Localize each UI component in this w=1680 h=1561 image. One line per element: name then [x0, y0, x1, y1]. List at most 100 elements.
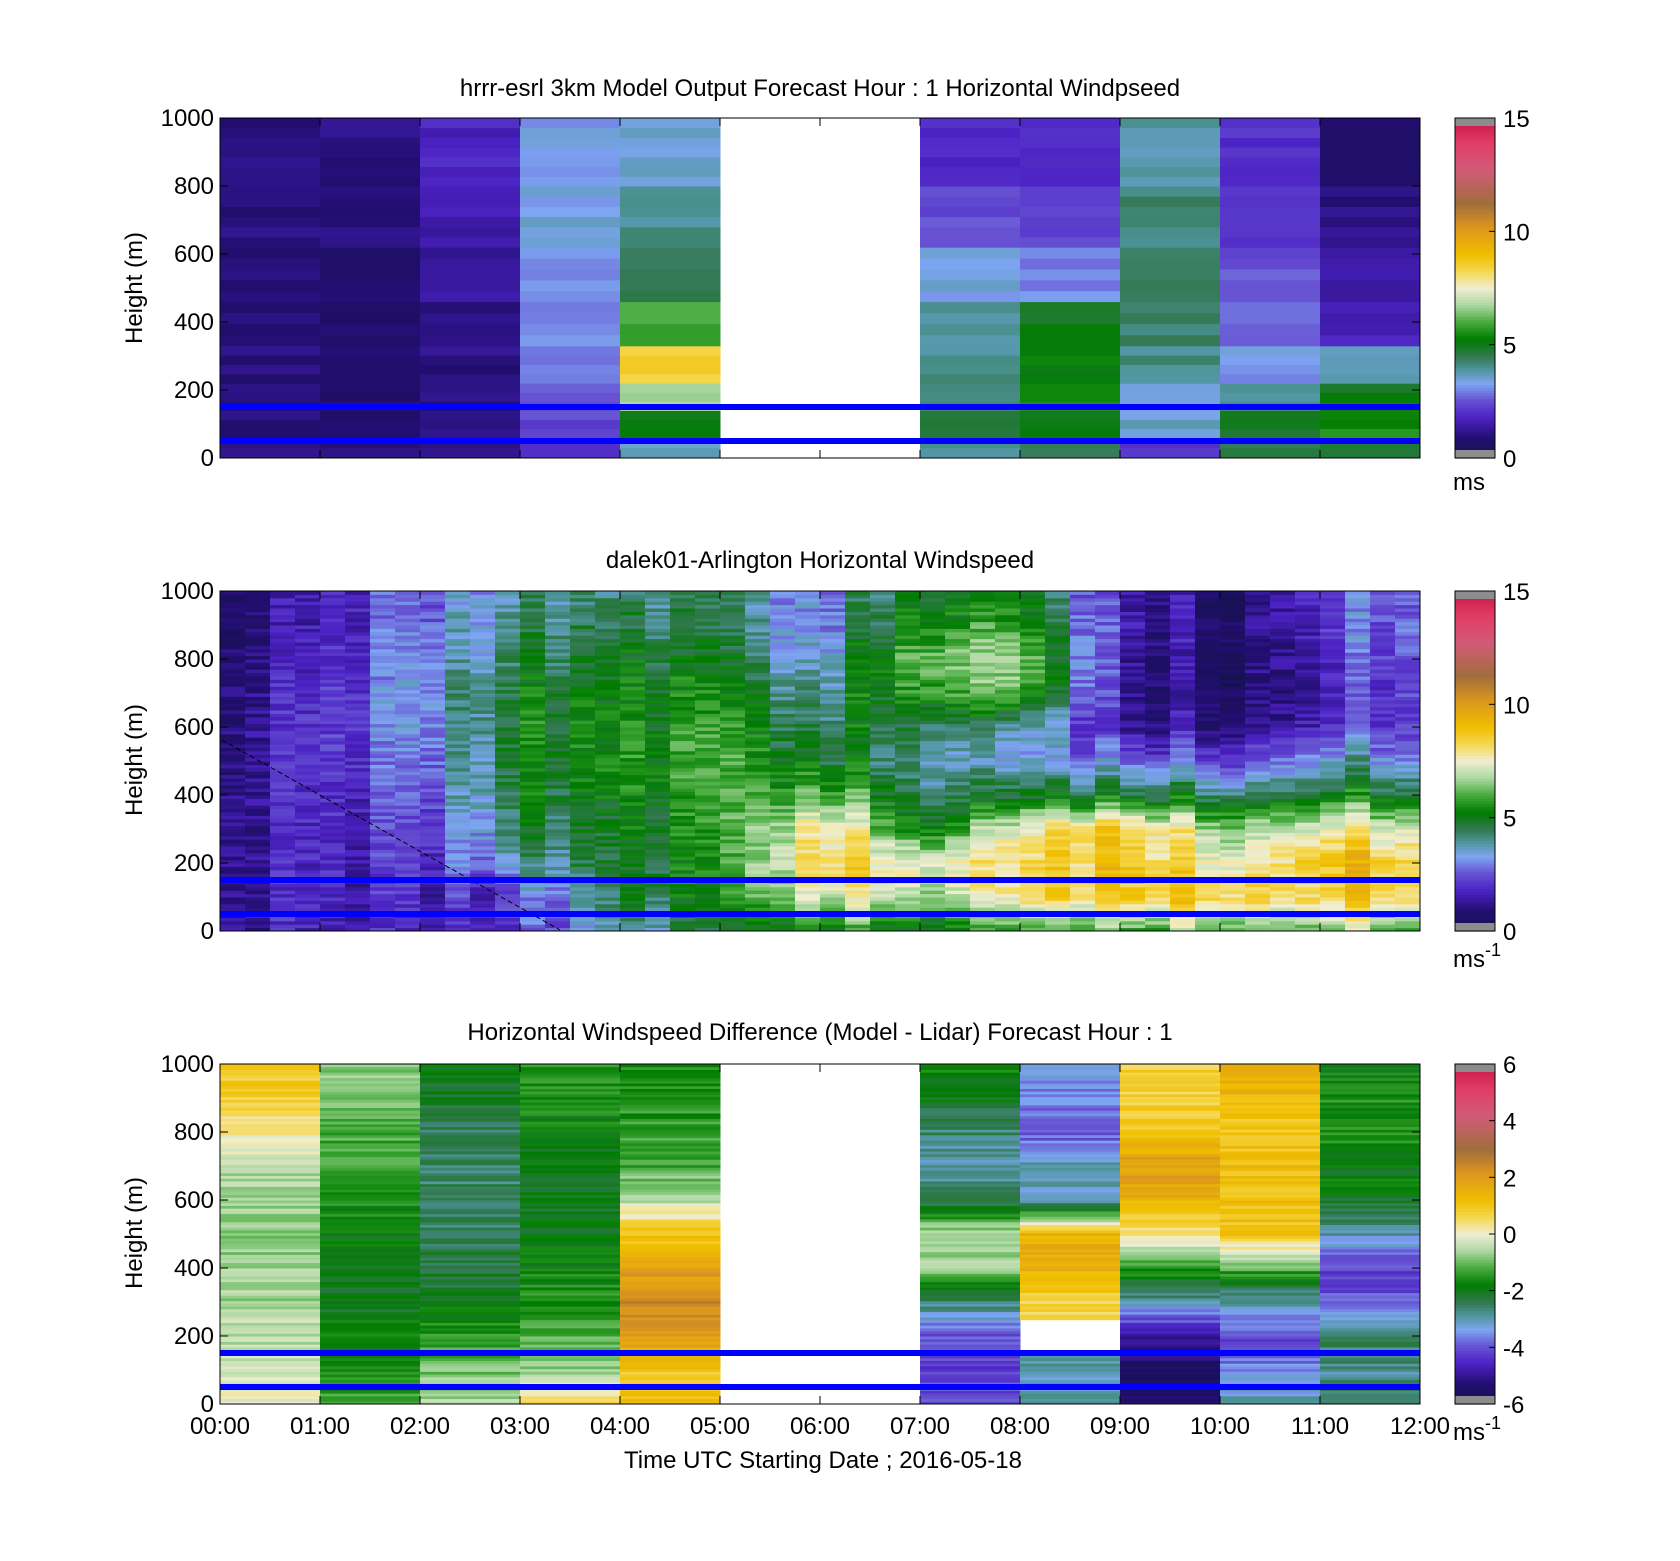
heat-cell — [1020, 176, 1121, 187]
heat-cell — [720, 693, 746, 697]
heat-cell — [1070, 716, 1096, 721]
heat-cell — [920, 801, 946, 806]
heat-cell — [670, 693, 696, 697]
heat-cell — [545, 614, 571, 619]
heat-cell — [795, 744, 821, 748]
heat-cell — [320, 774, 346, 779]
heat-cell — [945, 662, 971, 667]
heat-cell — [820, 839, 846, 844]
heat-cell — [1145, 784, 1171, 789]
heat-cell — [1245, 614, 1271, 619]
heat-cell — [345, 648, 371, 653]
heat-cell — [445, 635, 471, 640]
heat-cell — [570, 883, 596, 888]
heat-cell — [845, 638, 871, 643]
heat-cell — [970, 903, 996, 908]
heat-cell — [770, 890, 796, 895]
heat-cell — [995, 594, 1021, 599]
heat-cell — [1070, 625, 1096, 629]
heat-cell — [1070, 682, 1096, 687]
heat-cell — [870, 716, 896, 721]
heat-cell — [1045, 754, 1071, 759]
heat-cell — [820, 672, 846, 677]
heat-cell — [770, 781, 796, 786]
heat-cell — [945, 618, 971, 623]
heat-cell — [720, 601, 746, 606]
heat-cell — [1170, 801, 1196, 806]
heat-cell — [420, 917, 446, 922]
heat-cell — [670, 642, 696, 646]
heat-cell — [1195, 883, 1221, 888]
heat-cell — [370, 689, 396, 694]
heat-cell — [320, 176, 421, 187]
heat-cell — [1020, 784, 1046, 789]
heat-cell — [1120, 795, 1146, 799]
heat-cell — [395, 679, 421, 684]
heat-cell — [270, 744, 296, 748]
heat-cell — [870, 791, 896, 796]
heat-cell — [345, 818, 371, 823]
heat-cell — [345, 791, 371, 796]
heat-cell — [695, 648, 721, 653]
heat-cell — [295, 818, 321, 823]
heat-cell — [1070, 631, 1096, 636]
heat-cell — [270, 778, 296, 782]
heat-cell — [920, 825, 946, 830]
heat-cell — [1120, 662, 1146, 667]
heat-cell — [545, 771, 571, 776]
heat-cell — [1120, 419, 1221, 430]
heat-cell — [1195, 604, 1221, 609]
heat-cell — [670, 737, 696, 742]
heat-cell — [620, 672, 646, 677]
heat-cell — [720, 788, 746, 793]
heat-cell — [570, 924, 596, 929]
heat-cell — [570, 835, 596, 840]
heat-cell — [395, 869, 421, 874]
heat-cell — [895, 903, 921, 908]
heat-cell — [920, 829, 946, 833]
heat-cell — [1120, 859, 1146, 864]
heat-cell — [520, 703, 546, 708]
heat-cell — [1045, 778, 1071, 782]
heat-cell — [220, 771, 246, 776]
heat-cell — [495, 699, 521, 704]
heat-cell — [695, 822, 721, 827]
heat-cell — [1295, 801, 1321, 806]
heat-cell — [1120, 873, 1146, 878]
heat-cell — [1020, 621, 1046, 626]
heat-cell — [670, 784, 696, 789]
heat-cell — [795, 730, 821, 735]
heat-cell — [870, 893, 896, 898]
heat-cell — [545, 655, 571, 660]
heat-cell — [820, 744, 846, 748]
heat-cell — [295, 907, 321, 912]
heat-cell — [1270, 669, 1296, 674]
heat-cell — [395, 818, 421, 823]
heat-cell — [1095, 907, 1121, 912]
heat-cell — [945, 778, 971, 782]
heat-cell — [645, 648, 671, 653]
heat-cell — [920, 866, 946, 871]
heat-cell — [1195, 710, 1221, 714]
heat-cell — [1195, 733, 1221, 738]
heat-cell — [420, 737, 446, 742]
heat-cell — [1245, 897, 1271, 901]
heat-cell — [370, 842, 396, 847]
heat-cell — [945, 686, 971, 691]
heat-cell — [1170, 628, 1196, 633]
heat-cell — [845, 842, 871, 847]
heat-cell — [720, 924, 746, 929]
heat-cell — [420, 206, 521, 218]
heat-cell — [1195, 628, 1221, 633]
heat-cell — [695, 764, 721, 769]
heat-cell — [1020, 829, 1046, 833]
heat-cell — [620, 859, 646, 864]
heat-cell — [370, 604, 396, 609]
heat-cell — [445, 662, 471, 667]
heat-cell — [1145, 635, 1171, 640]
heat-cell — [1120, 682, 1146, 687]
heat-cell — [695, 917, 721, 922]
heat-cell — [520, 118, 621, 129]
heat-cell — [670, 771, 696, 776]
heat-cell — [1245, 716, 1271, 721]
